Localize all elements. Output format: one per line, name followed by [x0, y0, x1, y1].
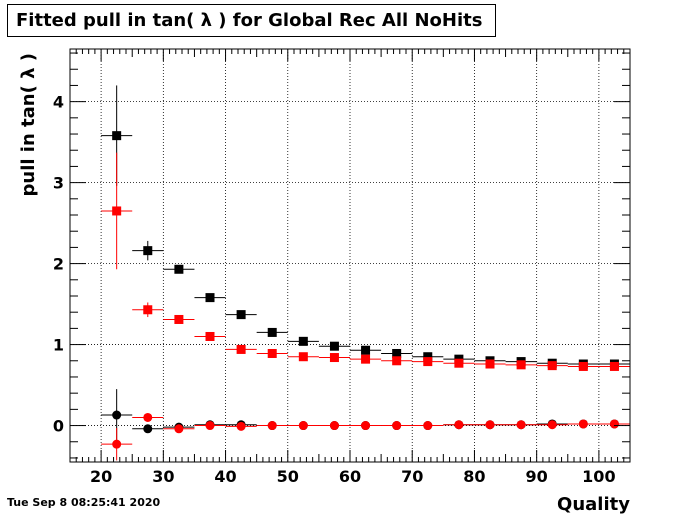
series-3 — [101, 412, 630, 461]
data-point — [267, 348, 277, 358]
x-tick-label: 40 — [214, 467, 236, 486]
data-point — [516, 360, 526, 370]
y-axis-label: pull in tan( λ ) — [18, 53, 39, 197]
data-point — [236, 421, 246, 431]
data-point — [329, 341, 339, 351]
axes: 20 30 40 50 60 70 80 90 100 0 1 2 3 4 — [53, 49, 631, 486]
data-point — [236, 344, 246, 354]
data-point — [143, 246, 153, 256]
data-point — [578, 419, 588, 429]
data-series — [101, 85, 630, 461]
data-point — [329, 421, 339, 431]
data-point — [392, 421, 402, 431]
data-point — [205, 293, 215, 303]
series-0 — [101, 85, 630, 369]
data-point — [112, 439, 122, 449]
data-point — [143, 412, 153, 422]
data-point — [205, 331, 215, 341]
data-point — [143, 424, 153, 434]
y-tick-label: 3 — [53, 174, 64, 193]
data-point — [174, 264, 184, 274]
data-point — [423, 352, 433, 362]
x-tick-label: 80 — [463, 467, 485, 486]
series-2 — [101, 389, 630, 441]
x-tick-label: 70 — [401, 467, 423, 486]
data-point — [361, 345, 371, 355]
data-point — [609, 361, 619, 371]
grid-lines — [70, 49, 630, 462]
data-point — [112, 410, 122, 420]
y-tick-label: 1 — [53, 336, 64, 355]
data-point — [112, 131, 122, 141]
chart-title-box: Fitted pull in tan( λ ) for Global Rec A… — [7, 4, 496, 37]
y-tick-label: 4 — [53, 93, 64, 112]
x-tick-label: 100 — [582, 467, 615, 486]
data-point — [454, 358, 464, 368]
data-point — [298, 352, 308, 362]
chart-title: Fitted pull in tan( λ ) for Global Rec A… — [16, 10, 483, 31]
data-point — [361, 421, 371, 431]
x-tick-label: 50 — [277, 467, 299, 486]
data-point — [298, 336, 308, 346]
data-point — [485, 359, 495, 369]
x-axis-label: Quality — [557, 494, 630, 514]
data-point — [454, 420, 464, 430]
data-point — [392, 348, 402, 358]
timestamp-footer: Tue Sep 8 08:25:41 2020 — [7, 496, 161, 509]
data-point — [423, 357, 433, 367]
data-point — [205, 421, 215, 431]
y-tick-label: 0 — [53, 417, 64, 436]
data-point — [329, 353, 339, 363]
y-tick-label: 2 — [53, 255, 64, 274]
data-point — [609, 419, 619, 429]
data-point — [392, 356, 402, 366]
x-tick-label: 30 — [152, 467, 174, 486]
data-point — [361, 354, 371, 364]
data-point — [578, 361, 588, 371]
data-point — [485, 420, 495, 430]
data-point — [267, 327, 277, 337]
data-point — [298, 421, 308, 431]
data-point — [267, 421, 277, 431]
x-tick-label: 60 — [339, 467, 361, 486]
series-1 — [101, 152, 630, 371]
data-point — [143, 305, 153, 315]
data-point — [547, 361, 557, 371]
data-point — [423, 421, 433, 431]
data-point — [174, 314, 184, 324]
data-point — [236, 310, 246, 320]
data-point — [112, 206, 122, 216]
data-point — [174, 424, 184, 434]
x-tick-label: 90 — [526, 467, 548, 486]
data-point — [547, 420, 557, 430]
x-tick-label: 20 — [90, 467, 112, 486]
data-point — [516, 420, 526, 430]
